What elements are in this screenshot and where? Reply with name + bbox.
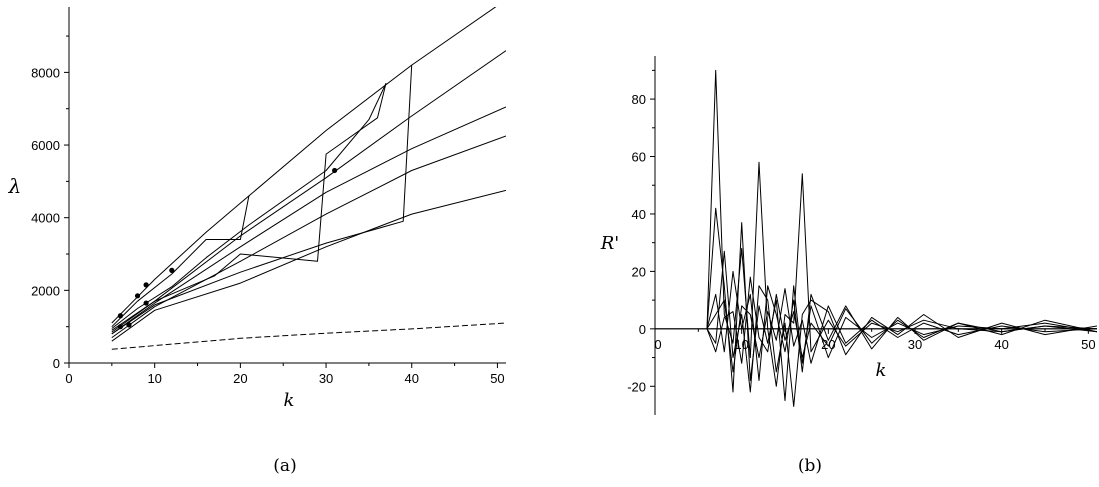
y-tick-label: 0 (53, 356, 60, 371)
data-point (117, 324, 124, 330)
data-point (134, 293, 141, 299)
y-tick-label: 40 (632, 207, 646, 222)
y-tick-label: 20 (632, 264, 646, 279)
x-axis-label: k (876, 360, 887, 381)
caption-a: (a) (273, 456, 296, 476)
series-line-2 (111, 195, 250, 328)
series-group (111, 7, 506, 350)
x-tick-label: 0 (65, 371, 72, 386)
data-point (143, 300, 149, 306)
x-tick-label: 20 (233, 371, 247, 386)
x-tick-label: 10 (147, 371, 161, 386)
data-point (126, 322, 132, 328)
y-tick-label: 8000 (31, 65, 60, 80)
data-point (143, 282, 149, 288)
series-line-6 (111, 50, 506, 333)
x-tick-label: 50 (490, 371, 504, 386)
x-axis-label: k (284, 390, 295, 411)
series-line-3 (111, 83, 387, 329)
series-line-9 (111, 189, 506, 342)
y-tick-label: 4000 (31, 211, 60, 226)
series-line-5 (111, 65, 413, 335)
y-axis-label: λ (8, 174, 22, 198)
y-tick-label: 2000 (31, 283, 60, 298)
data-point (332, 167, 338, 174)
series-line-10 (111, 322, 506, 350)
series-line-8 (111, 135, 506, 339)
y-tick-label: 6000 (31, 138, 60, 153)
x-tick-label: 30 (908, 337, 922, 352)
y-tick-label: -20 (627, 379, 646, 394)
data-point (169, 267, 175, 273)
series-line-7 (706, 276, 1097, 364)
panel-a: 0 10 20 30 40 50 0 2000 4000 6000 8000 k λ (8, 7, 506, 411)
x-tick-label: 40 (405, 371, 419, 386)
series-line-2 (706, 69, 1097, 387)
y-tick-label: 80 (632, 92, 646, 107)
y-tick-label: 0 (639, 322, 646, 337)
data-point (117, 313, 124, 319)
series-line-7 (111, 106, 506, 335)
x-tick-label: 40 (994, 337, 1008, 352)
caption-b: (b) (798, 456, 822, 476)
series-group (655, 69, 1097, 407)
series-line-4 (111, 83, 387, 331)
y-axis-label: R' (600, 233, 620, 254)
x-tick-label: 0 (654, 337, 661, 352)
x-tick-label: 50 (1081, 337, 1095, 352)
x-tick-label: 30 (319, 371, 333, 386)
y-tick-label: 60 (632, 150, 646, 165)
